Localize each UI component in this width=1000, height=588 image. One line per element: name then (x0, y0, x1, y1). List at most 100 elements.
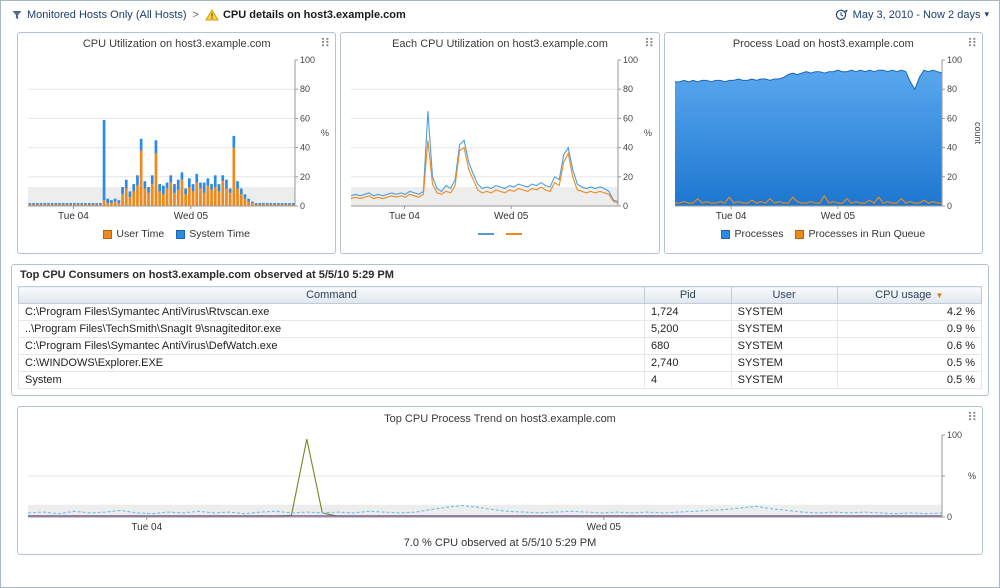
svg-text:0: 0 (947, 512, 952, 522)
breadcrumb-separator: > (192, 8, 199, 21)
column-header-command[interactable]: Command (18, 286, 645, 304)
table-row[interactable]: C:\Program Files\Symantec AntiVirus\Rtvs… (18, 303, 983, 321)
chart-menu-icon[interactable] (645, 37, 654, 47)
time-range-label: May 3, 2010 - Now 2 days (852, 8, 981, 21)
table-row[interactable]: ..\Program Files\TechSmith\SnagIt 9\snag… (18, 320, 983, 338)
chart-title: Each CPU Utilization on host3.example.co… (392, 38, 608, 50)
svg-text:100: 100 (947, 55, 962, 65)
svg-text:60: 60 (300, 113, 310, 123)
legend-swatch (721, 229, 731, 239)
table-row[interactable]: System 4 SYSTEM 0.5 % (18, 371, 983, 389)
svg-text:40: 40 (623, 143, 633, 153)
legend-item: User Time (103, 228, 164, 240)
legend-item: Processes in Run Queue (795, 228, 925, 240)
svg-text:Wed 05: Wed 05 (820, 211, 855, 222)
legend-swatch (795, 229, 805, 239)
svg-text:40: 40 (300, 143, 310, 153)
chart-title: Top CPU Process Trend on host3.example.c… (384, 413, 616, 425)
column-label: CPU usage (875, 289, 932, 301)
cpu-trend-chart[interactable]: 0 100 Tue 04 Wed 05% (18, 429, 982, 535)
svg-text:Tue 04: Tue 04 (131, 522, 162, 533)
legend-label: Processes in Run Queue (808, 228, 926, 240)
table-row[interactable]: C:\Program Files\Symantec AntiVirus\DefW… (18, 337, 983, 355)
chart-legend: Processes Processes in Run Queue (665, 224, 982, 244)
cell-user: SYSTEM (730, 320, 838, 338)
svg-text:Wed 05: Wed 05 (174, 211, 209, 222)
cell-pid: 5,200 (643, 320, 732, 338)
svg-text:20: 20 (947, 172, 957, 182)
svg-text:0: 0 (947, 201, 952, 211)
legend-swatch (176, 229, 186, 239)
cell-cpu: 0.6 % (836, 337, 983, 355)
legend-label: System Time (189, 228, 250, 240)
svg-text:0: 0 (300, 201, 305, 211)
svg-text:20: 20 (300, 172, 310, 182)
legend-swatch (505, 233, 522, 235)
cell-pid: 4 (643, 371, 732, 389)
warning-icon (205, 8, 219, 21)
each-cpu-utilization-chart[interactable]: 0 20 40 60 80 100 Tue 04 Wed 05% (341, 54, 658, 224)
breadcrumb: Monitored Hosts Only (All Hosts) > CPU d… (11, 9, 406, 21)
svg-text:%: % (644, 128, 652, 138)
cell-command: ..\Program Files\TechSmith\SnagIt 9\snag… (18, 320, 645, 338)
legend-label: User Time (116, 228, 165, 240)
cell-pid: 1,724 (643, 303, 732, 321)
svg-text:100: 100 (623, 55, 638, 65)
time-range-selector[interactable]: May 3, 2010 - Now 2 days ▾ (835, 8, 989, 21)
column-label: User (772, 289, 796, 301)
consumers-title: Top CPU Consumers on host3.example.com o… (20, 269, 394, 281)
cell-command: C:\Program Files\Symantec AntiVirus\DefW… (18, 337, 645, 355)
svg-text:count: count (973, 122, 982, 145)
svg-text:60: 60 (623, 113, 633, 123)
cell-user: SYSTEM (730, 337, 838, 355)
cpu-utilization-chart[interactable]: 0 20 40 60 80 100 Tue 04 Wed 05% (18, 54, 335, 224)
legend-label: Processes (734, 228, 784, 240)
column-header-cpu-usage[interactable]: CPU usage ▼ (836, 286, 983, 304)
legend-item (477, 233, 494, 235)
chart-menu-icon[interactable] (321, 37, 330, 47)
each-cpu-utilization-panel: Each CPU Utilization on host3.example.co… (340, 32, 660, 254)
table-row[interactable]: C:\WINDOWS\Explorer.EXE 2,740 SYSTEM 0.5 % (18, 354, 983, 372)
top-bar: Monitored Hosts Only (All Hosts) > CPU d… (1, 1, 999, 28)
column-header-user[interactable]: User (730, 286, 838, 304)
cell-user: SYSTEM (730, 354, 838, 372)
svg-text:Wed 05: Wed 05 (494, 211, 529, 222)
svg-text:Tue 04: Tue 04 (389, 211, 420, 222)
cell-cpu: 0.5 % (836, 354, 983, 372)
chart-legend (341, 224, 658, 244)
charts-row: CPU Utilization on host3.example.com 0 20… (17, 32, 983, 254)
svg-text:100: 100 (947, 430, 962, 440)
cell-cpu: 0.9 % (836, 320, 983, 338)
svg-text:80: 80 (300, 84, 310, 94)
svg-text:80: 80 (623, 84, 633, 94)
cell-command: C:\Program Files\Symantec AntiVirus\Rtvs… (18, 303, 645, 321)
chart-menu-icon[interactable] (968, 37, 977, 47)
column-label: Pid (679, 289, 696, 301)
cell-user: SYSTEM (730, 303, 838, 321)
monitored-hosts-icon (11, 9, 23, 21)
legend-swatch (477, 233, 494, 235)
process-load-panel: Process Load on host3.example.com 0 20 40 6… (663, 32, 983, 254)
svg-text:0: 0 (623, 201, 628, 211)
trend-caption: 7.0 % CPU observed at 5/5/10 5:29 PM (403, 537, 597, 549)
process-load-chart[interactable]: 0 20 40 60 80 100 Tue 04 Wed 05 count (665, 54, 983, 224)
cell-pid: 2,740 (643, 354, 732, 372)
chevron-down-icon: ▾ (984, 9, 989, 19)
table-header-row: Command Pid User CPU usage ▼ (18, 286, 983, 304)
cell-command: System (18, 371, 645, 389)
cpu_util-svg: 0 20 40 60 80 100 Tue 04 Wed 05% (28, 55, 329, 222)
column-label: Command (306, 289, 357, 301)
column-header-pid[interactable]: Pid (643, 286, 732, 304)
cpu-trend-panel: Top CPU Process Trend on host3.example.c… (17, 406, 983, 555)
svg-text:80: 80 (947, 84, 957, 94)
svg-text:Tue 04: Tue 04 (715, 211, 746, 222)
svg-text:20: 20 (623, 172, 633, 182)
each_cpu-svg: 0 20 40 60 80 100 Tue 04 Wed 05% (351, 55, 652, 222)
top-cpu-consumers-panel: Top CPU Consumers on host3.example.com o… (11, 264, 989, 396)
cell-user: SYSTEM (730, 371, 838, 389)
breadcrumb-link-monitored-hosts[interactable]: Monitored Hosts Only (All Hosts) (27, 8, 187, 21)
chart-menu-icon[interactable] (968, 411, 977, 421)
svg-text:Wed 05: Wed 05 (587, 522, 622, 533)
cpu_trend-svg: 0 100 Tue 04 Wed 05% (27, 430, 976, 533)
